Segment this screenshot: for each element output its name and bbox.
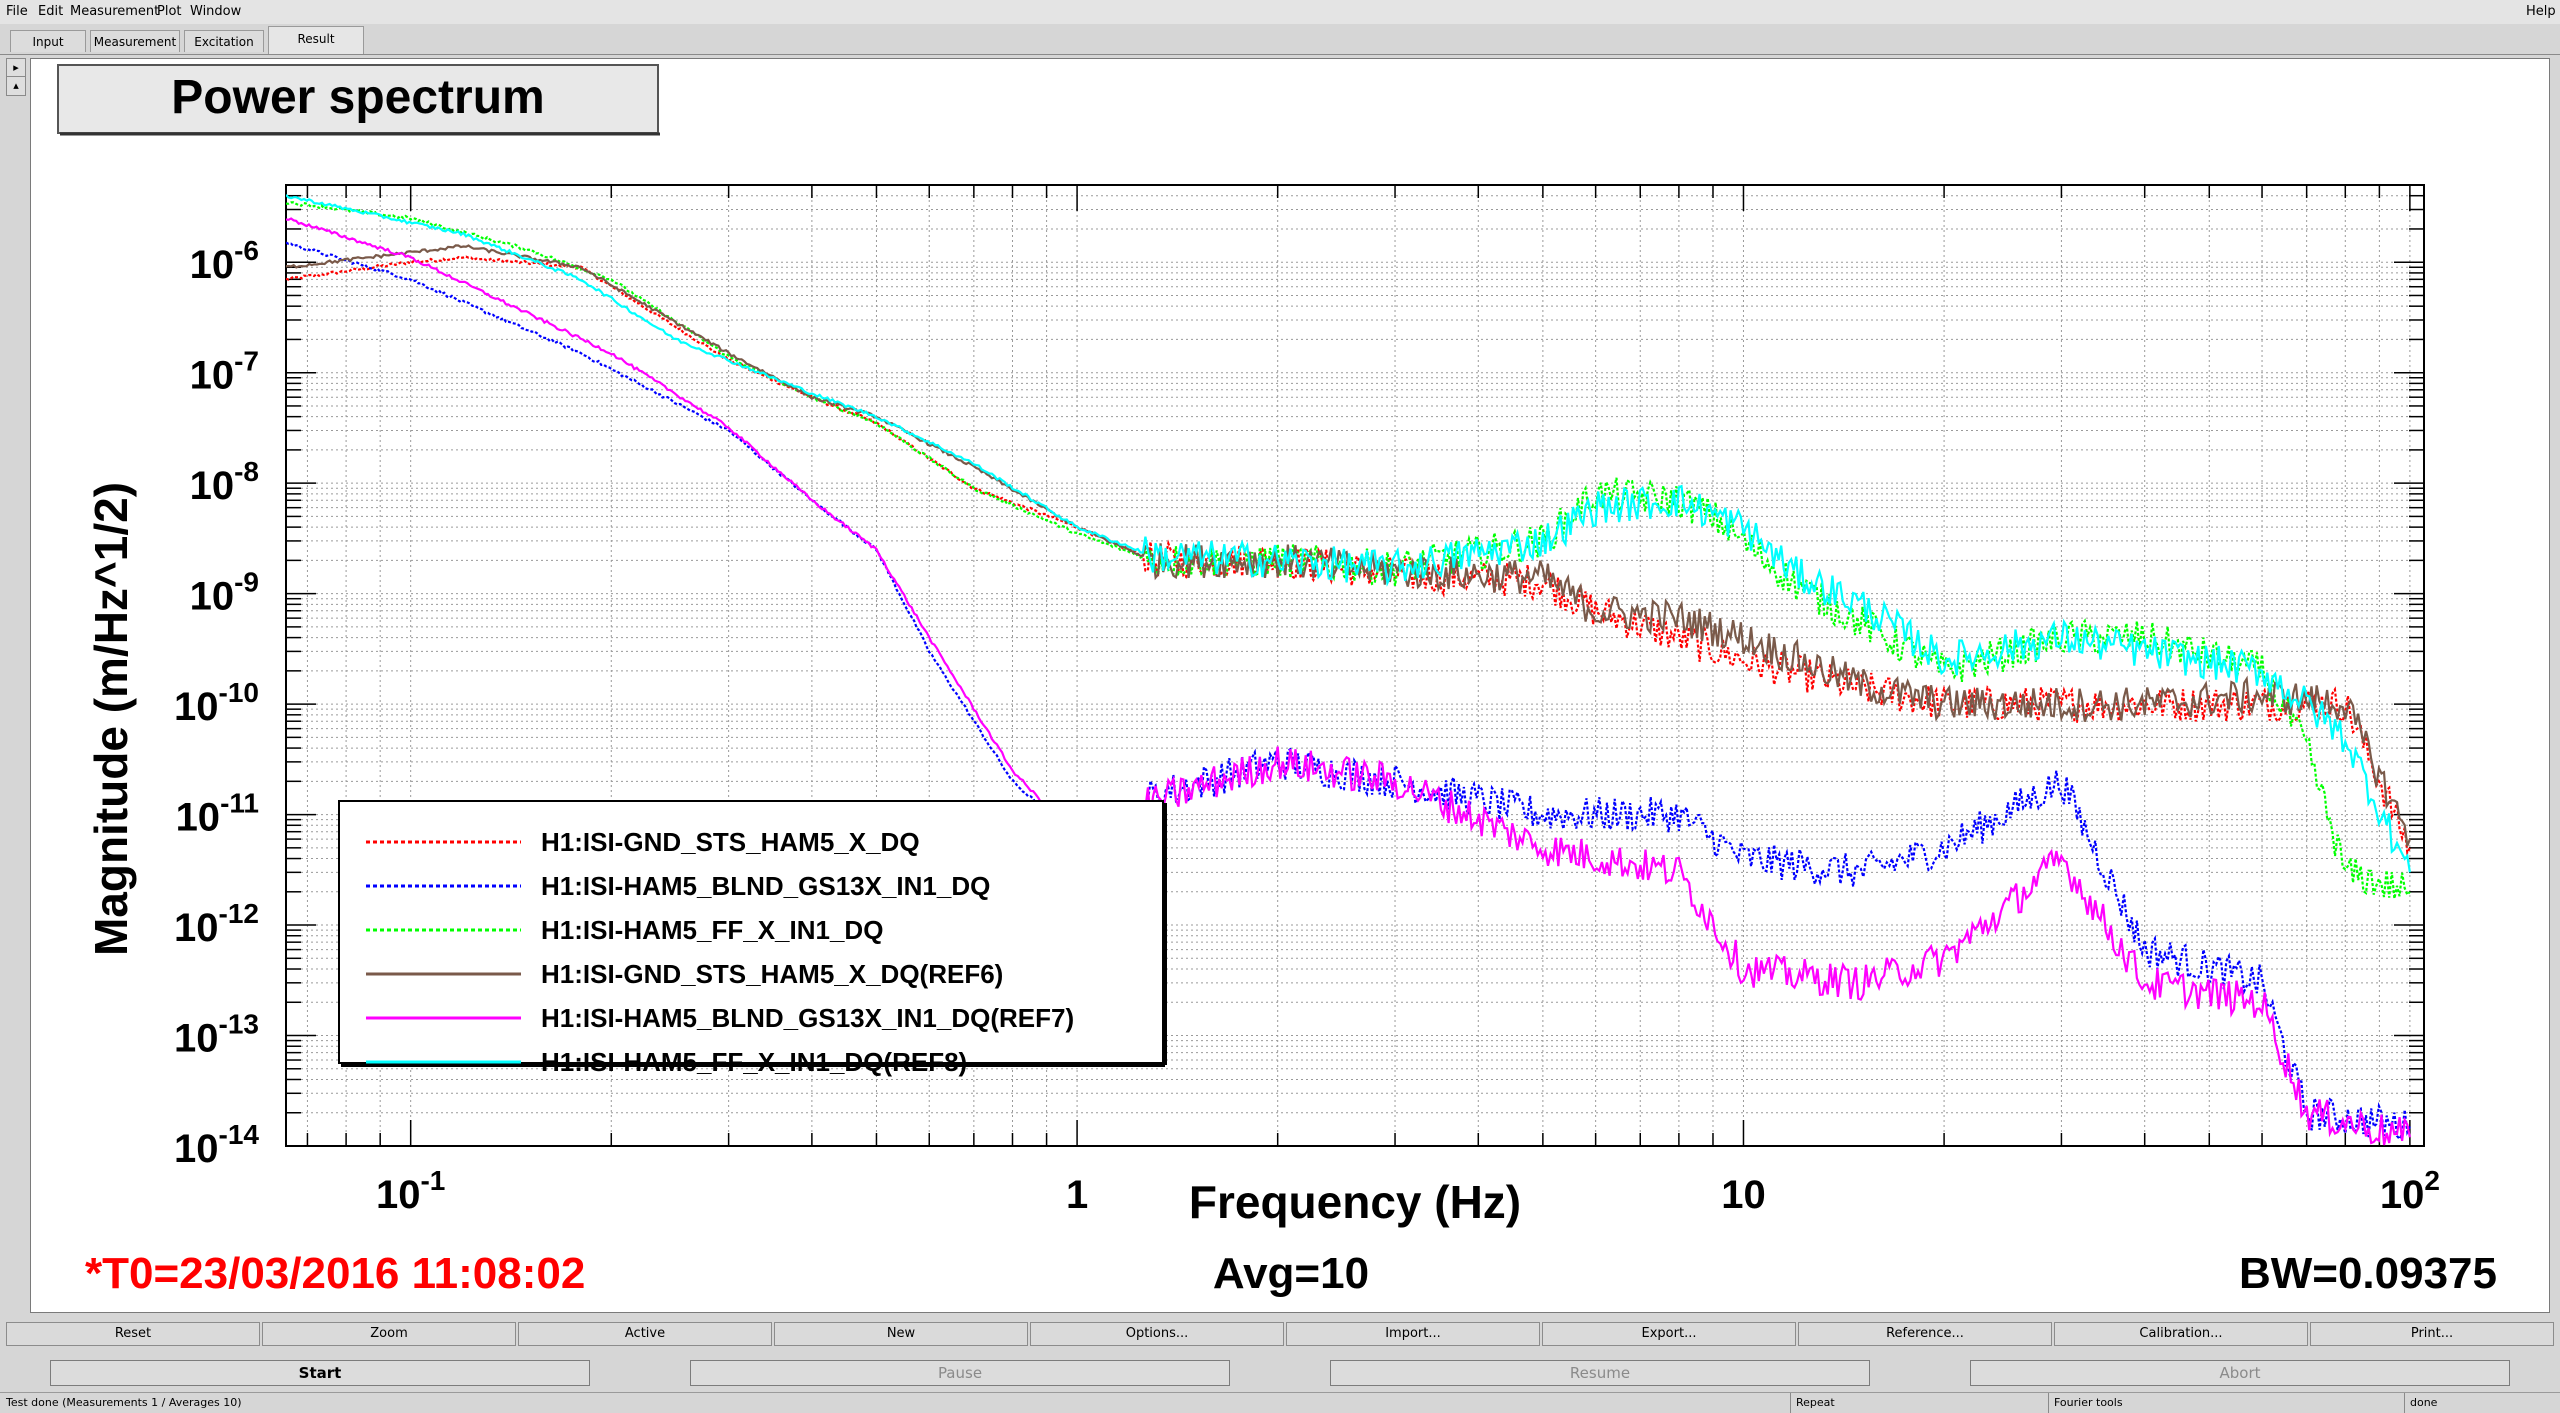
options-button[interactable]: Options... [1030,1322,1284,1346]
calibration-button[interactable]: Calibration... [2054,1322,2308,1346]
reset-button[interactable]: Reset [6,1322,260,1346]
y-axis-label: Magnitude (m/Hz^1/2) [85,482,137,956]
export-button[interactable]: Export... [1542,1322,1796,1346]
pause-button[interactable]: Pause [690,1360,1230,1386]
status-fourier: Fourier tools [2054,1396,2123,1409]
x-tick-label: 102 [2380,1165,2440,1217]
zoom-button[interactable]: Zoom [262,1322,516,1346]
y-tick-label: 10-7 [190,346,259,398]
plot-canvas[interactable]: Power spectrum 10-1 1 10 102 10-6 10-7 10-8 10-… [30,58,2550,1313]
menu-measurement[interactable]: Measurement [70,4,160,19]
legend-label: H1:ISI-GND_STS_HAM5_X_DQ(REF6) [541,959,1003,989]
bandwidth: BW=0.09375 [2239,1249,2497,1298]
series-line-6 [286,194,2411,873]
resume-button[interactable]: Resume [1330,1360,1870,1386]
expand-right-icon[interactable]: ▸ [6,58,26,78]
status-message: Test done (Measurements 1 / Averages 10) [6,1396,242,1409]
print-button[interactable]: Print... [2310,1322,2554,1346]
y-tick-label: 10-11 [176,788,259,840]
x-tick-label: 1 [1066,1173,1088,1217]
reference-button[interactable]: Reference... [1798,1322,2052,1346]
tab-measurement[interactable]: Measurement [90,30,180,52]
y-tick-label: 10-6 [190,235,259,287]
series-line-4 [286,244,2411,847]
status-state: done [2410,1396,2438,1409]
start-button[interactable]: Start [50,1360,590,1386]
abort-button[interactable]: Abort [1970,1360,2510,1386]
menu-plot[interactable]: Plot [157,4,182,19]
legend-label: H1:ISI-HAM5_FF_X_IN1_DQ [541,915,883,945]
y-tick-label: 10-8 [190,456,259,508]
y-tick-label: 10-10 [174,677,259,729]
tick-labels: 10-1 1 10 10210-610-710-810-910-1010-1110-1… [174,235,2440,1217]
y-tick-label: 10-9 [190,567,259,619]
legend-label: H1:ISI-HAM5_BLND_GS13X_IN1_DQ(REF7) [541,1003,1074,1033]
status-bar: Test done (Measurements 1 / Averages 10)… [0,1392,2560,1413]
y-tick-label: 10-12 [174,898,259,950]
power-spectrum-plot[interactable]: Power spectrum 10-1 1 10 10210-610-710-810-… [31,59,2549,1312]
legend: H1:ISI-GND_STS_HAM5_X_DQ H1:ISI-HAM5_BLND… [338,800,1167,1077]
legend-label: H1:ISI-HAM5_FF_X_IN1_DQ(REF8) [541,1047,967,1077]
run-controls: Start Pause Resume Abort [0,1356,2560,1390]
tab-input[interactable]: Input [10,30,86,52]
y-tick-label: 10-14 [174,1119,259,1171]
tab-bar: Input Measurement Excitation Result [0,24,2560,55]
y-tick-label: 10-13 [174,1009,259,1061]
series-line-5 [286,217,2411,1146]
tab-result[interactable]: Result [268,26,364,54]
plot-title-box: Power spectrum [57,64,660,136]
series-line-2 [286,241,2411,1142]
menu-window[interactable]: Window [190,4,242,19]
series-group [286,194,2411,1146]
series-line-3 [286,201,2411,899]
x-axis-label: Frequency (Hz) [1189,1176,1521,1228]
plot-title: Power spectrum [171,71,544,124]
menu-file[interactable]: File [6,4,28,19]
plot-toolbar: Reset Zoom Active New Options... Import.… [0,1320,2560,1350]
t0-timestamp: *T0=23/03/2016 11:08:02 [85,1249,585,1298]
plot-frame [285,184,2425,1147]
import-button[interactable]: Import... [1286,1322,1540,1346]
collapse-up-icon[interactable]: ▴ [6,76,26,96]
x-tick-label: 10 [1721,1173,1766,1217]
new-button[interactable]: New [774,1322,1028,1346]
axis-ticks [286,184,2424,1147]
legend-label: H1:ISI-HAM5_BLND_GS13X_IN1_DQ [541,871,990,901]
menu-bar: File Edit Measurement Plot Window Help [0,0,2560,25]
status-repeat: Repeat [1796,1396,1835,1409]
tab-excitation[interactable]: Excitation [184,30,264,52]
legend-label: H1:ISI-GND_STS_HAM5_X_DQ [541,827,920,857]
average-count: Avg=10 [1213,1249,1369,1298]
menu-edit[interactable]: Edit [38,4,64,19]
active-button[interactable]: Active [518,1322,772,1346]
x-tick-label: 10-1 [376,1165,445,1217]
menu-help[interactable]: Help [2526,4,2556,19]
